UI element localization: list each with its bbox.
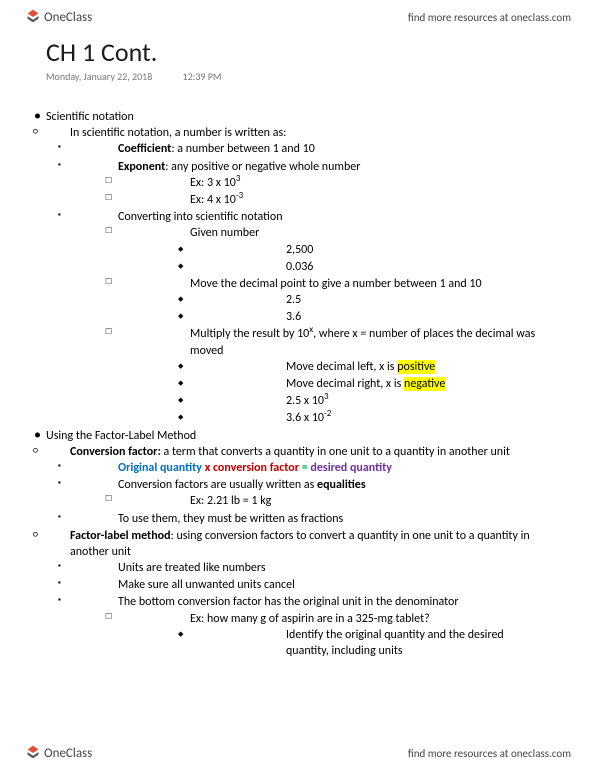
list-item: Move the decimal point to give a number … (118, 276, 549, 326)
list-item: In scientific notation, a number is writ… (46, 125, 549, 426)
list-item: Ex: 4 x 10-3 (118, 192, 549, 208)
brand-name: OneClass (44, 10, 92, 25)
page-footer: OneClass find more resources at oneclass… (0, 740, 595, 770)
list-item: 0.036 (190, 259, 549, 275)
list-item: Identify the original quantity and the d… (190, 627, 549, 659)
text: Make sure all unwanted units cancel (118, 578, 295, 592)
list-item: Scientific notation In scientific notati… (46, 109, 549, 427)
oneclass-icon (24, 744, 42, 762)
text: Converting into scientific notation (118, 210, 283, 224)
list-item: Multiply the result by 10x, where x = nu… (118, 326, 549, 426)
page-header: OneClass find more resources at oneclass… (0, 0, 595, 30)
brand-logo-footer: OneClass (24, 744, 92, 762)
list-item: 2,500 (190, 242, 549, 258)
text: a term that converts a quantity in one u… (161, 445, 510, 459)
list-item: Conversion factors are usually written a… (70, 477, 549, 509)
list-item: 3.6 x 10-2 (190, 410, 549, 426)
list-item: Factor-label method: using conversion fa… (46, 528, 549, 660)
brand-name: OneClass (44, 746, 92, 761)
list-item: Ex: how many g of aspirin are in a 325-m… (118, 611, 549, 660)
brand-logo: OneClass (24, 8, 92, 26)
equation-desired: desired quantity (310, 461, 392, 475)
text: 2,500 (286, 243, 313, 257)
sup: 3 (324, 391, 329, 402)
text: Ex: 4 x 10 (190, 193, 236, 207)
footer-link[interactable]: find more resources at oneclass.com (408, 747, 571, 760)
equation-x: x (202, 461, 213, 475)
text: Factor-label method (70, 529, 171, 543)
list-item: Conversion factor: a term that converts … (46, 444, 549, 527)
page-title: CH 1 Cont. (46, 36, 549, 68)
highlight: positive (397, 360, 435, 374)
list-item: Move decimal left, x is positive (190, 359, 549, 375)
text: Move decimal right, x is (286, 377, 404, 391)
text: : a number between 1 and 10 (171, 142, 314, 156)
page-time: 12:39 PM (183, 70, 222, 83)
list-item: To use them, they must be written as fra… (70, 511, 549, 527)
page-meta: Monday, January 22, 2018 12:39 PM (46, 70, 549, 83)
list-item: Move decimal right, x is negative (190, 376, 549, 392)
list-item: Converting into scientific notation Give… (70, 209, 549, 426)
text: 3.6 (286, 310, 301, 324)
text: The bottom conversion factor has the ori… (118, 595, 459, 609)
list-item: 2.5 (190, 292, 549, 308)
text: Multiply the result by 10 (190, 327, 309, 341)
equation-cf: conversion factor (213, 461, 299, 475)
equation-original: Original quantity (118, 461, 202, 475)
document-body: CH 1 Cont. Monday, January 22, 2018 12:3… (0, 30, 595, 659)
list-item: 2.5 x 103 (190, 393, 549, 409)
text: Identify the original quantity and the d… (286, 628, 504, 658)
list-item: The bottom conversion factor has the ori… (70, 594, 549, 659)
sup: 3 (236, 173, 241, 184)
text: Using the Factor-Label Method (46, 429, 196, 443)
list-item: Given number 2,500 0.036 (118, 225, 549, 275)
equation-eq: = (299, 461, 310, 475)
text: 0.036 (286, 260, 313, 274)
page-date: Monday, January 22, 2018 (46, 70, 152, 83)
oneclass-icon (24, 8, 42, 26)
text: Given number (190, 226, 259, 240)
text: To use them, they must be written as fra… (118, 512, 343, 526)
list-item: Ex: 3 x 103 (118, 175, 549, 191)
list-item: Units are treated like numbers (70, 560, 549, 576)
text: Move the decimal point to give a number … (190, 277, 482, 291)
list-item: Using the Factor-Label Method Conversion… (46, 428, 549, 660)
text: : any positive or negative whole number (165, 160, 360, 174)
list-item: 3.6 (190, 309, 549, 325)
text: In scientific notation, a number is writ… (70, 126, 286, 140)
text: Conversion factor: (70, 445, 161, 459)
text: Ex: how many g of aspirin are in a 325-m… (190, 612, 430, 626)
list-item: Coefficient: a number between 1 and 10 (70, 141, 549, 157)
sup: -3 (236, 190, 243, 201)
list-item: Ex: 2.21 lb = 1 kg (118, 493, 549, 509)
header-link[interactable]: find more resources at oneclass.com (408, 11, 571, 24)
text: equalities (317, 478, 366, 492)
highlight: negative (404, 377, 445, 391)
text: Conversion factors are usually written a… (118, 478, 317, 492)
text: Move decimal left, x is (286, 360, 397, 374)
text: 2.5 x 10 (286, 394, 324, 408)
outline-root: Scientific notation In scientific notati… (46, 109, 549, 659)
text: Ex: 3 x 10 (190, 176, 236, 190)
sup: -2 (324, 408, 331, 419)
text: Ex: 2.21 lb = 1 kg (190, 494, 271, 508)
text: Units are treated like numbers (118, 561, 266, 575)
list-item: Make sure all unwanted units cancel (70, 577, 549, 593)
text: Scientific notation (46, 110, 134, 124)
text: 2.5 (286, 293, 301, 307)
list-item: Original quantity x conversion factor = … (70, 460, 549, 476)
list-item: Exponent: any positive or negative whole… (70, 159, 549, 209)
text: Exponent (118, 160, 165, 174)
text: Coefficient (118, 142, 171, 156)
text: 3.6 x 10 (286, 411, 324, 425)
